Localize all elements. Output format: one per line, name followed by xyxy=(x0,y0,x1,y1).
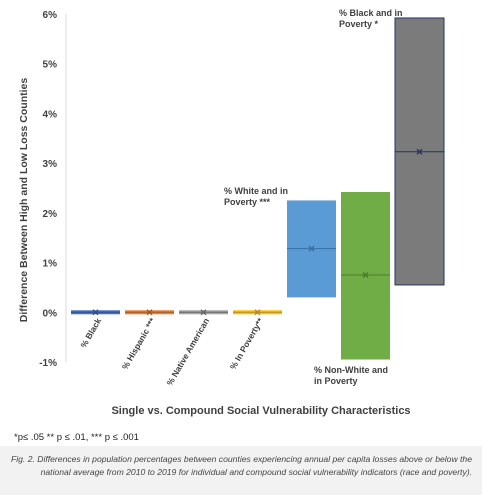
x-tick-label: % Native American xyxy=(164,316,211,387)
y-axis-ticks: -1% 0% 1% 2% 3% 4% 5% 6% xyxy=(39,10,57,369)
mean-marker xyxy=(146,309,153,316)
annotation-line: % White and in xyxy=(224,186,288,196)
x-axis-label: Single vs. Compound Social Vulnerability… xyxy=(111,405,410,417)
x-tick-label: % Black xyxy=(78,316,103,349)
x-tick-labels: % Black % Hispanic ***% Native American % … xyxy=(78,316,265,388)
y-tick-label: 4% xyxy=(43,109,58,120)
mean-marker xyxy=(308,245,315,252)
significance-footnote: *p≤ .05 ** p ≤ .01, *** p ≤ .001 xyxy=(14,432,139,443)
x-tick-label: % In Poverty** xyxy=(228,316,266,372)
y-tick-label: 5% xyxy=(43,60,58,71)
bars-group xyxy=(71,17,445,360)
caption-box: Fig. 2. Differences in population percen… xyxy=(0,446,482,495)
bar-annotation: % Black and in Poverty * xyxy=(339,8,403,29)
annotation-line: Poverty *** xyxy=(224,197,271,207)
chart: Difference Between High and Low Loss Cou… xyxy=(18,8,445,417)
annotation-line: Poverty * xyxy=(339,19,379,29)
bar-annotation: % White and in Poverty *** xyxy=(224,186,288,207)
annotation-line: % Non-White and xyxy=(314,365,388,375)
y-tick-label: 3% xyxy=(43,159,58,170)
mean-marker xyxy=(92,309,99,316)
y-tick-label: 6% xyxy=(43,10,58,21)
mean-marker xyxy=(200,309,207,316)
y-tick-label: 1% xyxy=(43,259,58,270)
figure-caption: Fig. 2. Differences in population percen… xyxy=(10,454,472,477)
annotation-line: % Black and in xyxy=(339,8,403,18)
y-axis-label: Difference Between High and Low Loss Cou… xyxy=(18,78,30,323)
mean-marker xyxy=(362,272,369,278)
bar-annotation: % Non-White and in Poverty xyxy=(314,365,388,386)
annotation-line: in Poverty xyxy=(314,376,358,386)
x-tick-label: % Hispanic *** xyxy=(120,316,158,372)
y-tick-label: -1% xyxy=(39,358,57,369)
y-axis-label-group: Difference Between High and Low Loss Cou… xyxy=(18,78,30,323)
y-tick-label: 0% xyxy=(43,308,58,319)
annotations: % White and in Poverty *** % Non-White and… xyxy=(224,8,403,386)
mean-marker xyxy=(254,309,261,316)
y-tick-label: 2% xyxy=(43,209,58,220)
mean-marker xyxy=(416,148,423,155)
